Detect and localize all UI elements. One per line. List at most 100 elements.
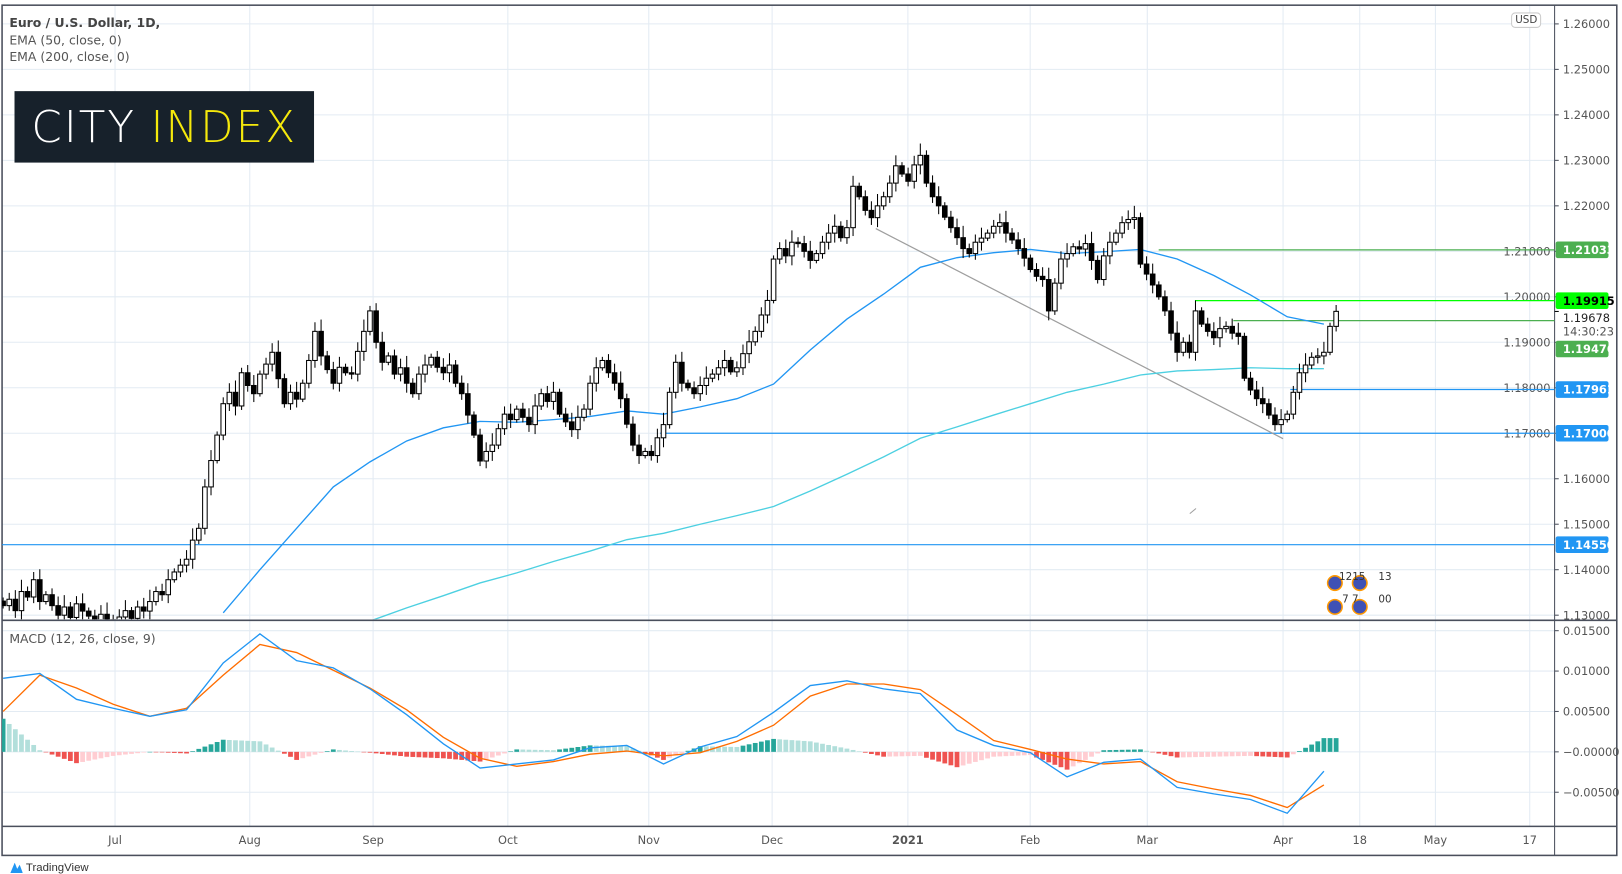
candle-bearish: [1266, 398, 1272, 420]
event-label: 7 7: [1342, 594, 1358, 606]
macd-histogram-bar: [67, 751, 73, 762]
tradingview-attribution[interactable]: TradingView: [10, 862, 89, 874]
macd-histogram-bar: [141, 751, 147, 753]
price-level-value: 1.21033: [1563, 243, 1615, 257]
candle-body: [348, 372, 355, 375]
macd-legend[interactable]: MACD (12, 26, close, 9): [9, 631, 156, 647]
candle-bullish: [990, 219, 997, 239]
macd-histogram-bar: [575, 746, 581, 752]
macd-histogram-bar: [1223, 751, 1229, 757]
symbol-title[interactable]: Euro / U.S. Dollar, 1D,: [9, 15, 161, 31]
candle-body: [911, 164, 918, 182]
candle-body: [324, 355, 330, 371]
time-tick-label: Mar: [1137, 833, 1159, 847]
macd-tick-label: −0.00500: [1563, 785, 1620, 799]
macd-histogram-bar: [1083, 751, 1088, 760]
candle-bearish: [128, 607, 135, 620]
candle-body: [783, 248, 789, 257]
macd-histogram-bar: [1266, 751, 1272, 757]
candle-bullish: [874, 194, 881, 228]
macd-histogram-bar: [514, 749, 520, 752]
candle-body: [819, 241, 826, 255]
candle-body: [232, 391, 239, 407]
candle-body: [122, 610, 129, 618]
candle-bearish: [954, 218, 960, 245]
candle-body: [556, 391, 563, 415]
candle-bearish: [966, 243, 973, 258]
macd-histogram-bar: [379, 751, 385, 754]
macd-histogram-bar: [697, 746, 703, 752]
candle-bullish: [819, 235, 826, 259]
candle-body: [434, 356, 441, 368]
macd-histogram-bar: [410, 751, 416, 757]
candle-body: [1137, 217, 1144, 265]
candle-bullish: [850, 175, 856, 237]
candle-body: [1314, 355, 1321, 358]
candle-body: [263, 363, 269, 375]
candle-body: [409, 382, 416, 395]
macd-histogram-bar: [1186, 751, 1192, 758]
price-level-badge: [1555, 381, 1609, 398]
candle-bullish: [220, 397, 227, 441]
candle-bullish: [1052, 278, 1058, 315]
candle-body: [330, 369, 337, 384]
time-tick-label: Nov: [638, 833, 660, 847]
candle-body: [1333, 310, 1339, 327]
candle-bullish: [660, 412, 667, 448]
macd-histogram-bar: [1199, 751, 1204, 757]
trendline: [875, 228, 1284, 440]
candle-body: [385, 355, 392, 363]
ema200-legend[interactable]: EMA (200, close, 0): [9, 49, 130, 65]
candle-bearish: [434, 350, 441, 373]
macd-histogram-bar: [434, 751, 440, 759]
candle-bearish: [1045, 267, 1052, 321]
macd-histogram-bar: [465, 751, 471, 761]
ema50-legend[interactable]: EMA (50, close, 0): [9, 32, 122, 48]
candle-bullish: [666, 387, 673, 429]
currency-badge[interactable]: USD: [1511, 12, 1542, 28]
macd-histogram-bar: [606, 745, 611, 752]
candle-body: [562, 413, 569, 423]
candle-body: [862, 196, 869, 211]
candle-body: [960, 237, 966, 250]
candle-bullish: [746, 330, 752, 364]
macd-histogram-bar: [893, 751, 899, 757]
time-tick-label: Feb: [1020, 833, 1040, 847]
macd-histogram-bar: [453, 751, 458, 760]
tradingview-logo-icon: [10, 862, 23, 874]
candle-bullish: [98, 605, 104, 620]
price-tick-label: 1.19000: [1503, 335, 1550, 349]
candle-body: [312, 330, 318, 361]
event-label: 00: [1378, 594, 1391, 606]
macd-histogram-bar: [1242, 751, 1247, 757]
candle-body: [367, 310, 373, 332]
price-pane: [2, 143, 1555, 620]
macd-histogram-bar: [899, 751, 905, 757]
candle-body: [318, 330, 324, 357]
candle-body: [1186, 341, 1193, 353]
candle-bullish: [734, 361, 740, 377]
candle-body: [838, 225, 844, 239]
candle-body: [605, 359, 612, 374]
time-tick-label: Apr: [1273, 833, 1293, 847]
macd-histogram-bar: [49, 751, 55, 755]
candle-bullish: [1217, 316, 1223, 348]
candle-body: [709, 373, 716, 379]
candle-bullish: [134, 600, 141, 620]
candle-bearish: [1229, 318, 1235, 340]
macd-histogram-bar: [1315, 741, 1321, 752]
candle-body: [880, 196, 887, 207]
macd-histogram-bar: [6, 723, 12, 752]
macd-histogram-bar: [1144, 750, 1149, 752]
price-tick-label: 1.14000: [1563, 563, 1610, 577]
candle-bullish: [195, 523, 202, 545]
macd-histogram-bar: [159, 751, 165, 753]
macd-histogram-bar: [502, 751, 507, 754]
event-flag-icon: [1326, 598, 1343, 615]
price-level-label: 1.21033: [1555, 241, 1615, 259]
candle-bullish: [226, 383, 233, 411]
price-tick-label: 1.13000: [1563, 608, 1610, 622]
price-tick-label: 1.16000: [1563, 472, 1610, 486]
event-flag-icon: [1351, 575, 1368, 592]
